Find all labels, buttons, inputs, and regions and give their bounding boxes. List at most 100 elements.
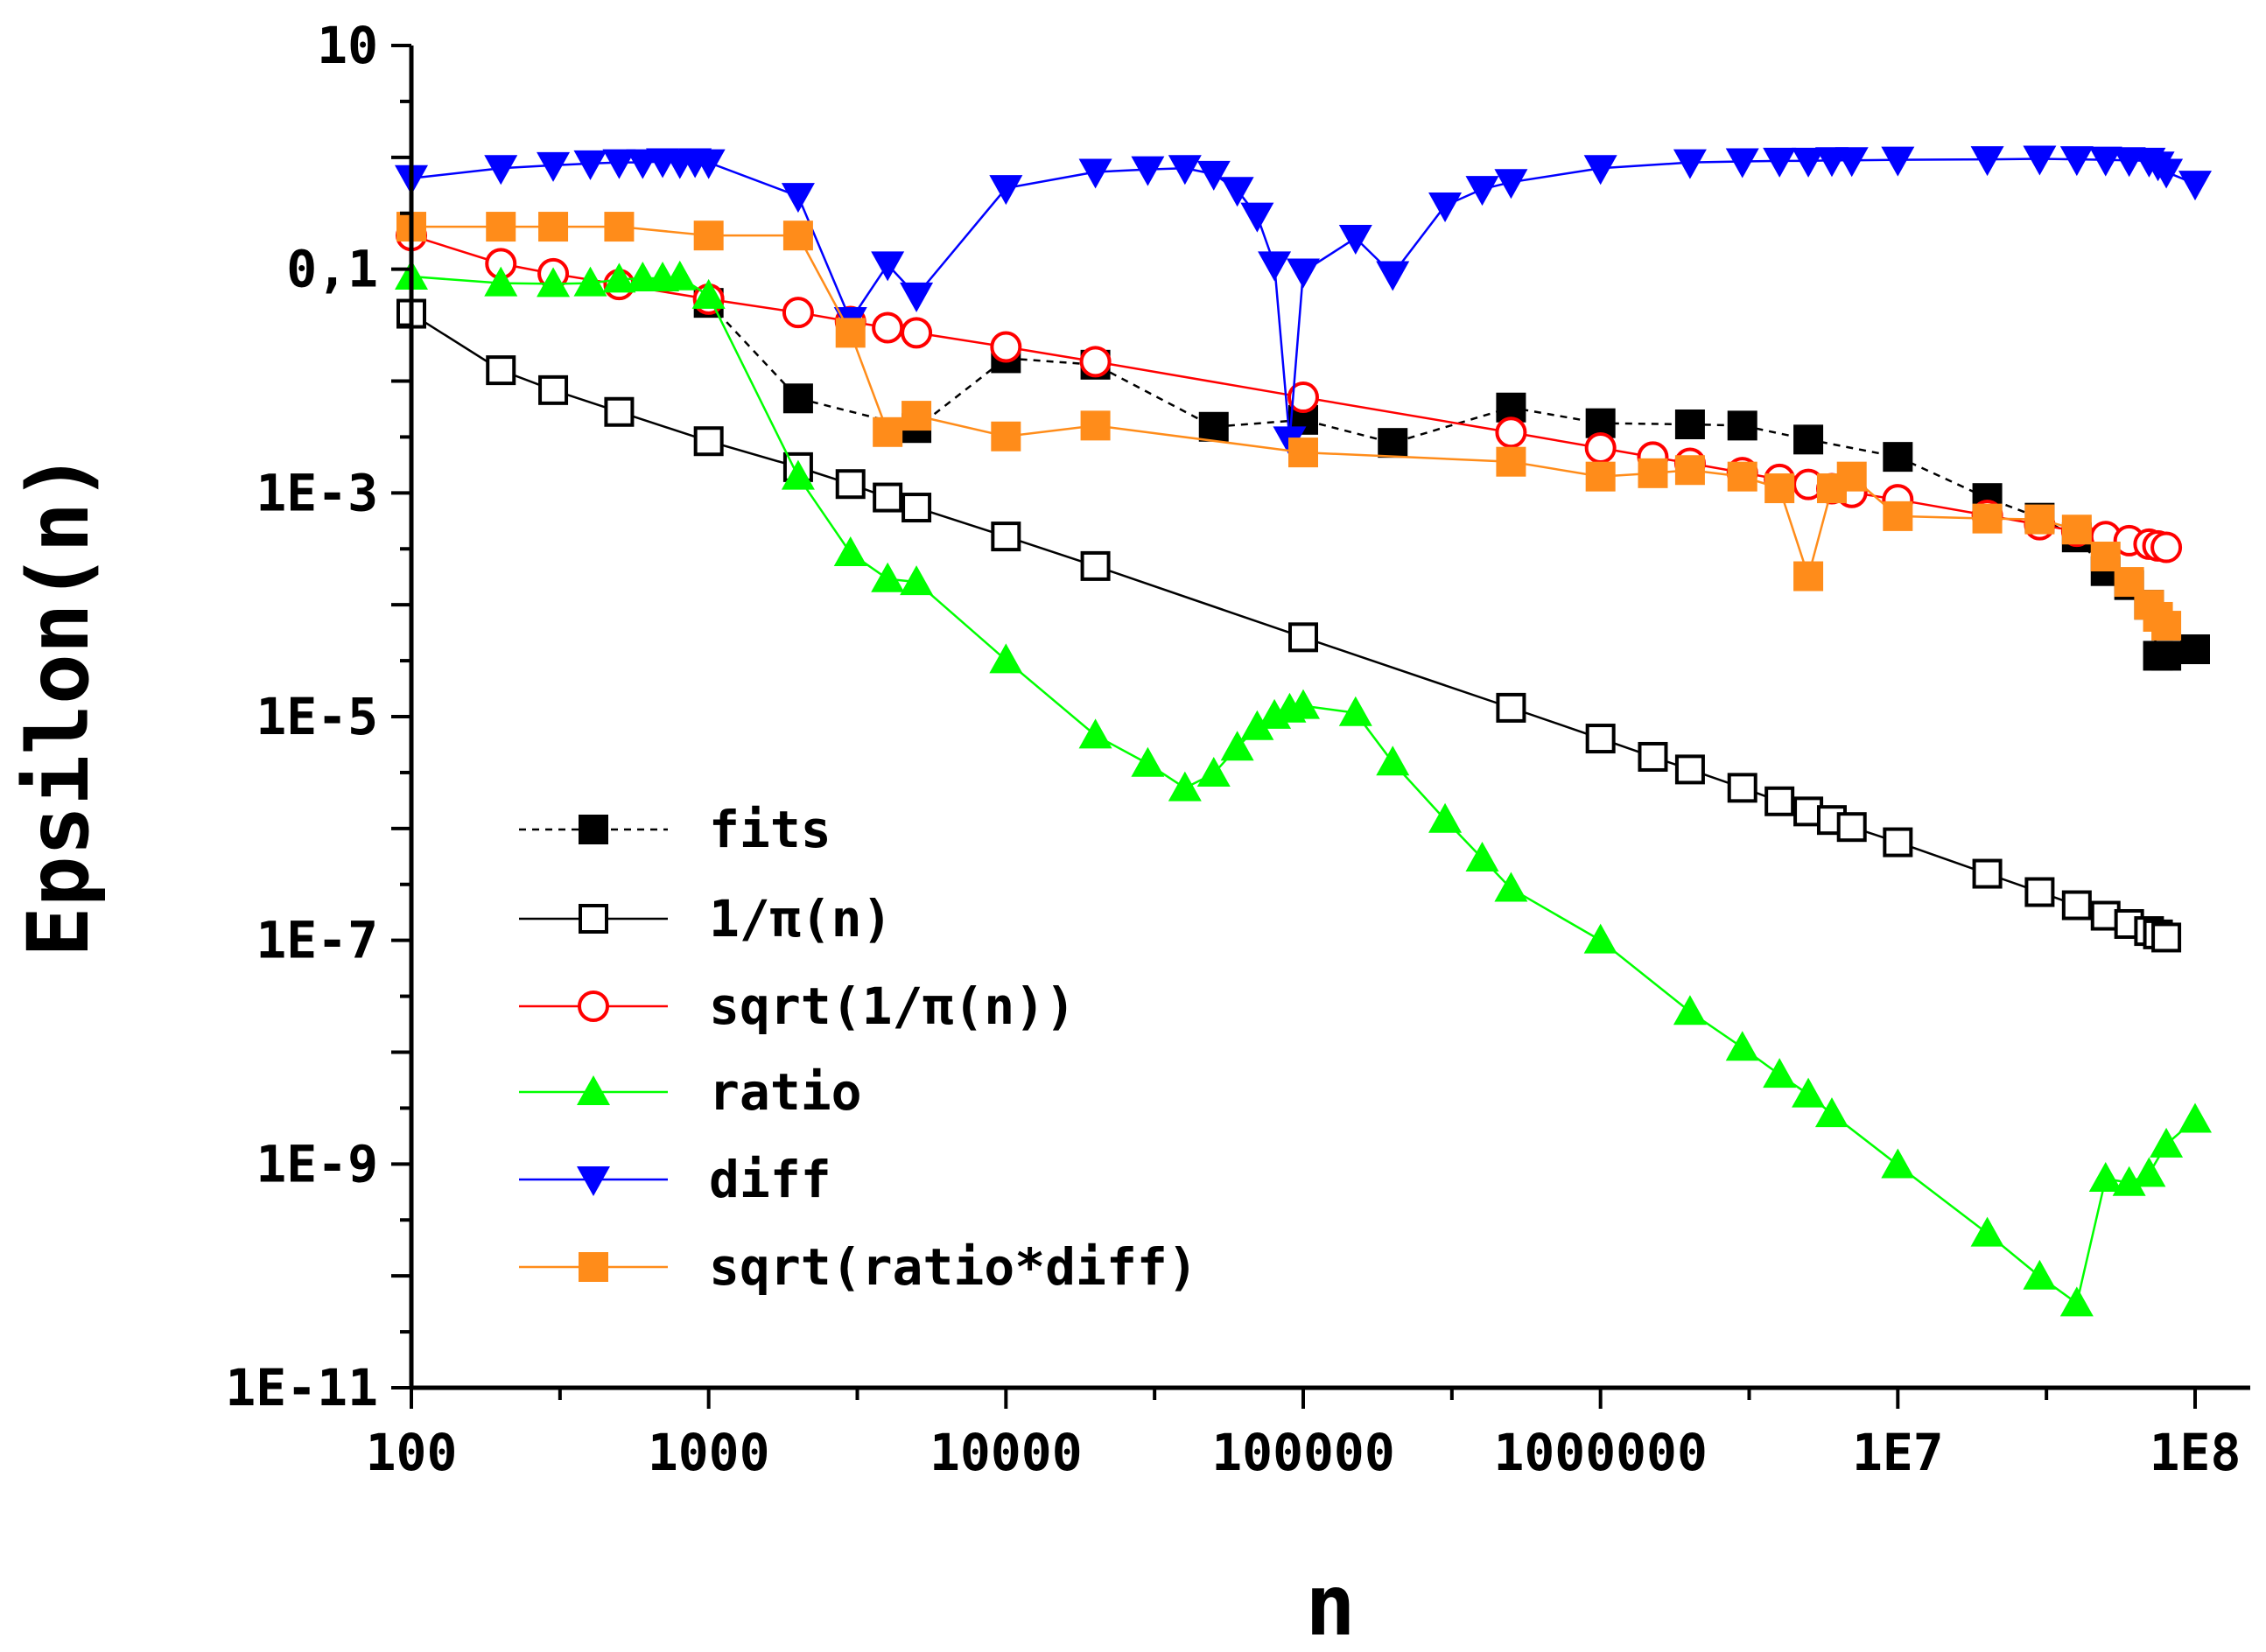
- series-sqrt-ratio-diff-point: [2061, 514, 2092, 545]
- series-ratio-point: [2023, 1259, 2057, 1290]
- legend-point: [579, 1252, 608, 1282]
- series-1-pi-n: [396, 298, 2182, 953]
- y-tick-label: 0,1: [286, 240, 378, 299]
- series-1-pi-n-point: [604, 396, 635, 427]
- series-sqrt-1-pi-n-point: [872, 312, 904, 344]
- legend-item-sqrt-ratio-diff: sqrt(ratio*diff): [519, 1237, 1198, 1297]
- series-sqrt-ratio-diff-point: [1674, 455, 1705, 486]
- legend-label: sqrt(ratio*diff): [709, 1237, 1198, 1297]
- series-sqrt-1-pi-n-point: [1287, 382, 1319, 414]
- series-1-pi-n-point: [1585, 724, 1616, 754]
- series-1-pi-n-point: [1836, 812, 1867, 843]
- axes: 100,11E-31E-51E-71E-91E-11 100 1000 10000 1…: [225, 16, 2250, 1482]
- series-1-pi-n-point: [1972, 858, 2003, 889]
- series-ratio-point: [1673, 995, 1707, 1026]
- series-ratio-point: [2178, 1102, 2212, 1133]
- series-sqrt-ratio-diff-point: [1496, 446, 1526, 477]
- series-diff-point: [1168, 155, 1202, 186]
- series-sqrt-ratio-diff-point: [901, 401, 932, 431]
- series-diff-point: [781, 183, 815, 214]
- y-tick-label: 1E-9: [256, 1134, 378, 1194]
- series-1-pi-n-point: [835, 469, 866, 500]
- series-sqrt-ratio-diff-point: [604, 212, 635, 242]
- y-tick-label: 10: [317, 16, 378, 75]
- series-sqrt-1-pi-n-point: [1079, 346, 1112, 378]
- series-fits-point: [1198, 411, 1229, 442]
- series-sqrt-ratio-diff-point: [1883, 500, 1913, 531]
- series-sqrt-1-pi-n-point: [2150, 531, 2183, 564]
- series-ratio-point: [1220, 731, 1254, 761]
- series-sqrt-ratio-diff-point: [2090, 542, 2121, 572]
- series-ratio-point: [1763, 1058, 1797, 1088]
- series-diff-point: [1494, 169, 1528, 200]
- legend-point: [577, 1075, 610, 1105]
- series-diff-point: [1763, 147, 1797, 178]
- series-1-pi-n-point: [1288, 622, 1318, 653]
- series-diff-point: [1196, 160, 1231, 191]
- legend-point: [578, 990, 609, 1022]
- series-diff-point: [1881, 146, 1915, 177]
- series-diff-point: [602, 149, 636, 179]
- series-ratio-point: [1970, 1216, 2004, 1247]
- x-tick-label: 1E8: [2150, 1423, 2241, 1482]
- x-tick-label: 10000: [930, 1423, 1083, 1482]
- series-diff-point: [1240, 202, 1274, 233]
- series-ratio-point: [1494, 872, 1528, 902]
- x-tick-label: 100000: [1211, 1423, 1395, 1482]
- series-1-pi-n-point: [1727, 773, 1757, 803]
- series-ratio-point: [1792, 1077, 1826, 1108]
- y-tick-label: 1E-5: [256, 687, 378, 746]
- series-1-pi-n-point: [486, 355, 516, 386]
- series-ratio-point: [989, 643, 1023, 674]
- legend-item-fits: fits: [519, 800, 831, 859]
- series-ratio-point: [484, 266, 518, 297]
- series-ratio-point: [573, 266, 607, 297]
- series-ratio: [395, 260, 2212, 1317]
- series-diff-point: [1338, 225, 1372, 256]
- series-sqrt-1-pi-n-point: [1584, 432, 1617, 465]
- series-sqrt-1-pi-n-point: [901, 317, 933, 349]
- series-diff-point: [573, 150, 607, 180]
- series-diff-point: [1428, 192, 1463, 223]
- series-diff-point: [989, 175, 1023, 206]
- series-diff-point: [1673, 149, 1707, 179]
- series-diff-point: [900, 282, 934, 312]
- series-diff-point: [2059, 146, 2094, 177]
- series-1-pi-n-point: [1638, 741, 1668, 772]
- series-sqrt-ratio-diff-point: [2024, 504, 2055, 535]
- legend-label: 1/π(n): [709, 889, 893, 948]
- series-ratio-point: [871, 562, 905, 592]
- y-axis-title: Epsilon(n): [10, 452, 108, 957]
- series-diff-point: [1583, 155, 1617, 186]
- series-sqrt-ratio-diff-point: [1836, 461, 1867, 492]
- series-ratio-point: [900, 565, 934, 596]
- series-ratio-point: [1240, 710, 1274, 740]
- series-ratio-point: [1725, 1031, 1759, 1061]
- x-ticks: 100 1000 10000 100000 1000000 1E7 1E8: [366, 1388, 2241, 1482]
- series-fits-point: [1378, 428, 1408, 458]
- legend-label: fits: [709, 800, 831, 859]
- legend: fits 1/π(n) sqrt(1/π(n)) ratio diff sqrt(rati…: [519, 800, 1198, 1297]
- series-1-pi-n-point: [1080, 550, 1111, 581]
- y-ticks: 10 0,1 1E-3 1E-5 1E-7 1E-9 1E-11: [225, 16, 411, 1418]
- legend-item-ratio: ratio: [519, 1062, 862, 1122]
- series-diff-point: [1258, 251, 1292, 282]
- series-sqrt-ratio-diff-point: [1288, 438, 1318, 468]
- legend-label: diff: [709, 1150, 831, 1209]
- series-ratio-point: [2088, 1162, 2122, 1193]
- y-tick-label: 1E-11: [225, 1358, 378, 1418]
- series-diff-point: [1792, 147, 1826, 178]
- legend-point: [577, 1166, 610, 1196]
- series-1-pi-n-point: [1883, 827, 1913, 858]
- series-sqrt-ratio-diff: [396, 212, 2182, 641]
- series-ratio-point: [537, 267, 571, 298]
- series-diff-point: [871, 251, 905, 282]
- series-sqrt-ratio-diff-point: [991, 421, 1021, 452]
- series-sqrt-ratio-diff-point: [486, 212, 516, 242]
- plot-series: [395, 145, 2212, 1317]
- series-diff-point: [1725, 148, 1759, 178]
- series-ratio-point: [1583, 923, 1617, 954]
- series-sqrt-ratio-diff-point: [538, 212, 569, 242]
- legend-point: [579, 904, 608, 934]
